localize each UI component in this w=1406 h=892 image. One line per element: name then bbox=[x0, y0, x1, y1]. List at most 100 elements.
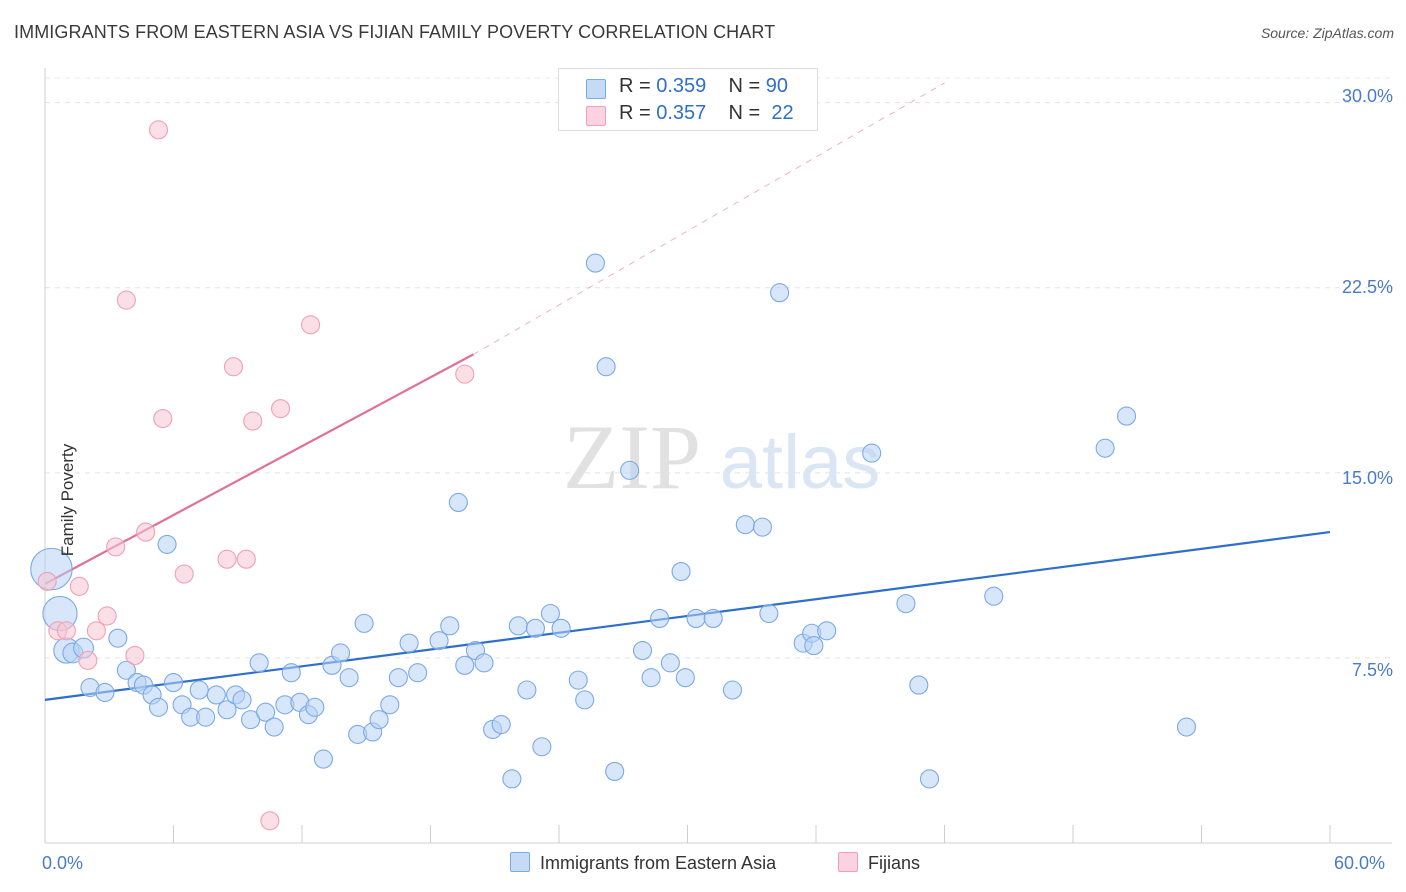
fijians-point bbox=[153, 408, 173, 429]
eastern-asia-point bbox=[1176, 717, 1197, 737]
fijians-point bbox=[174, 564, 194, 584]
blue-swatch-icon bbox=[586, 79, 606, 99]
eastern-asia-point bbox=[189, 680, 209, 700]
eastern-asia-point bbox=[429, 631, 449, 651]
eastern-asia-point bbox=[722, 680, 743, 700]
fijians-point bbox=[136, 522, 156, 542]
eastern-asia-point bbox=[148, 697, 169, 717]
eastern-asia-point bbox=[632, 640, 653, 661]
eastern-asia-point bbox=[671, 561, 691, 582]
eastern-asia-point bbox=[1116, 406, 1137, 426]
eastern-asia-point bbox=[605, 761, 625, 781]
watermark-atlas: atlas bbox=[720, 420, 881, 505]
blue-swatch-icon bbox=[510, 852, 530, 872]
fijians-point bbox=[69, 576, 89, 596]
fijians-point bbox=[97, 606, 117, 626]
watermark-zip: ZIP bbox=[563, 406, 701, 508]
n-label: N = bbox=[728, 102, 761, 124]
eastern-asia-point bbox=[330, 643, 351, 663]
eastern-asia-point bbox=[909, 675, 929, 695]
eastern-asia-point bbox=[217, 700, 237, 720]
stats-legend: R = 0.359 N = 90 R = 0.357 N = 22 bbox=[558, 68, 818, 131]
x-tick-label-min: 0.0% bbox=[42, 853, 84, 873]
eastern-asia-point bbox=[660, 653, 680, 673]
y-axis-title: Family Poverty bbox=[58, 443, 78, 557]
n-value: 22 bbox=[771, 102, 794, 124]
fijians-point bbox=[217, 549, 237, 569]
eastern-asia-point bbox=[116, 660, 136, 680]
eastern-asia-point bbox=[232, 690, 252, 710]
eastern-asia-point bbox=[551, 618, 571, 638]
x-tick-label-max: 60.0% bbox=[1334, 853, 1386, 873]
eastern-asia-point bbox=[264, 717, 284, 737]
eastern-asia-point bbox=[196, 707, 216, 727]
eastern-asia-point bbox=[525, 618, 545, 638]
eastern-asia-point bbox=[759, 603, 779, 624]
eastern-asia-point bbox=[281, 663, 301, 683]
r-label: R = bbox=[619, 75, 651, 97]
eastern-asia-point bbox=[585, 253, 605, 273]
eastern-asia-point bbox=[249, 653, 269, 673]
fijians-point bbox=[301, 315, 321, 335]
eastern-asia-point bbox=[675, 668, 695, 688]
eastern-asia-point bbox=[532, 737, 552, 757]
fijians-point bbox=[236, 549, 256, 569]
y-tick-label-30: 30.0% bbox=[1341, 86, 1393, 106]
source-label: Source: ZipAtlas.com bbox=[1260, 25, 1394, 41]
n-label: N = bbox=[728, 75, 761, 97]
eastern-asia-point bbox=[502, 769, 522, 789]
gridlines bbox=[45, 77, 1392, 659]
pink-swatch-icon bbox=[586, 106, 606, 126]
fijians-point bbox=[106, 537, 126, 557]
eastern-asia-point bbox=[313, 749, 333, 769]
eastern-asia-point bbox=[408, 663, 428, 683]
eastern-asia-point bbox=[703, 608, 723, 628]
r-value: 0.357 bbox=[656, 102, 707, 124]
eastern-asia-point bbox=[474, 653, 494, 673]
fijians-point bbox=[37, 571, 57, 591]
eastern-asia-point bbox=[305, 697, 325, 717]
eastern-asia-point bbox=[163, 673, 184, 693]
eastern-asia-point bbox=[508, 616, 528, 636]
fijians-point bbox=[116, 290, 136, 310]
eastern-asia-point bbox=[896, 594, 916, 614]
pink-swatch-icon bbox=[838, 852, 858, 872]
eastern-asia-point bbox=[641, 668, 661, 688]
r-value: 0.359 bbox=[656, 75, 707, 97]
eastern-asia-point bbox=[380, 695, 400, 715]
fijians-point bbox=[455, 364, 475, 384]
eastern-asia-point bbox=[517, 680, 537, 700]
eastern-asia-point bbox=[568, 670, 588, 690]
eastern-asia-point bbox=[369, 710, 389, 730]
eastern-asia-point bbox=[399, 633, 419, 653]
axes bbox=[44, 68, 1392, 844]
fijians-point bbox=[78, 650, 98, 670]
eastern-asia-point bbox=[984, 586, 1004, 606]
eastern-asia-point bbox=[650, 608, 670, 628]
fijians-point bbox=[86, 621, 106, 641]
legend-label-eastern-asia: Immigrants from Eastern Asia bbox=[540, 853, 777, 873]
eastern-asia-point bbox=[817, 621, 837, 641]
n-value: 90 bbox=[765, 75, 789, 97]
y-tick-label-7-5: 7.5% bbox=[1351, 660, 1393, 680]
trend-lines bbox=[44, 82, 1331, 701]
eastern-asia-point bbox=[686, 608, 706, 628]
eastern-asia-point bbox=[455, 655, 475, 675]
eastern-asia-point bbox=[440, 616, 460, 636]
fijians-point bbox=[243, 411, 263, 431]
legend-label-fijians: Fijians bbox=[868, 853, 921, 873]
eastern-asia-point bbox=[108, 628, 128, 648]
eastern-asia-point bbox=[919, 769, 940, 789]
eastern-asia-point bbox=[735, 515, 755, 535]
eastern-asia-point bbox=[596, 357, 616, 377]
eastern-asia-point bbox=[575, 690, 595, 710]
eastern-asia-point bbox=[157, 534, 177, 554]
fijians-point bbox=[223, 357, 244, 377]
eastern-asia-point bbox=[388, 668, 408, 688]
eastern-asia-point bbox=[1095, 438, 1115, 458]
eastern-asia-point bbox=[491, 714, 511, 735]
fijians-point bbox=[271, 399, 291, 419]
eastern-asia-point bbox=[448, 492, 468, 513]
y-tick-label-22-5: 22.5% bbox=[1341, 277, 1393, 297]
